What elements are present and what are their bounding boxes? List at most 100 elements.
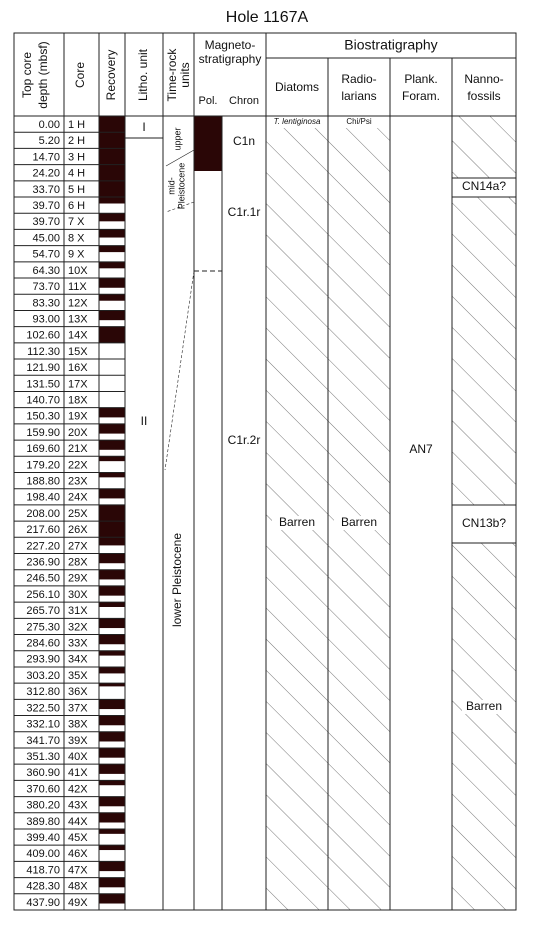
recovery-bar [99, 229, 125, 238]
recovery-bar [99, 812, 125, 823]
recovery-bar [99, 683, 125, 687]
core: 13X [68, 313, 88, 325]
core: 24X [68, 492, 88, 504]
recovery-bar [99, 602, 125, 607]
recovery-bar [99, 456, 125, 462]
header: units [178, 62, 192, 87]
depth: 428.30 [26, 881, 60, 893]
core: 43X [68, 800, 88, 812]
hatch [452, 197, 516, 505]
core: 45X [68, 832, 88, 844]
core: 10X [68, 265, 88, 277]
core: 22X [68, 459, 88, 471]
header: Pol. [199, 95, 218, 107]
recovery-bar [99, 893, 125, 904]
core: 20X [68, 427, 88, 439]
recovery-bar [99, 699, 125, 710]
core: 15X [68, 346, 88, 358]
recovery-bar [99, 650, 125, 656]
recovery-bar [99, 423, 125, 434]
core: 21X [68, 443, 88, 455]
recovery-bar [99, 553, 125, 564]
recovery-bar [99, 197, 125, 204]
recovery-bar [99, 245, 125, 253]
core: 9 X [68, 249, 85, 261]
depth: 39.70 [32, 200, 60, 212]
time-rock: Pleistocene [176, 163, 186, 210]
label-bg [268, 117, 326, 127]
time-rock: lower Pleistocene [170, 533, 184, 627]
core: 32X [68, 621, 88, 633]
recovery-bar [99, 164, 125, 181]
depth: 33.70 [32, 184, 60, 196]
depth: 409.00 [26, 848, 60, 860]
depth: 275.30 [26, 621, 60, 633]
recovery-bar [99, 504, 125, 522]
header: Foram. [402, 89, 440, 103]
core: 16X [68, 362, 88, 374]
hatch [452, 116, 516, 178]
core: 48X [68, 881, 88, 893]
header: Plank. [404, 72, 437, 86]
recovery-bar [99, 537, 125, 546]
header: Diatoms [275, 80, 319, 94]
header: Nanno- [464, 72, 503, 86]
recovery-bar [99, 180, 125, 198]
time-rock: mid- [166, 177, 176, 195]
core: 38X [68, 719, 88, 731]
recovery-bar [99, 569, 125, 580]
zone: CN14a? [462, 179, 506, 193]
depth: 140.70 [26, 394, 60, 406]
core: 29X [68, 573, 88, 585]
core: 7 X [68, 216, 85, 228]
recovery-bar [99, 148, 125, 165]
core: 33X [68, 638, 88, 650]
depth: 341.70 [26, 735, 60, 747]
core: 39X [68, 735, 88, 747]
depth: 389.80 [26, 816, 60, 828]
core: 6 H [68, 200, 85, 212]
depth: 188.80 [26, 475, 60, 487]
time-rock: upper [172, 127, 182, 150]
depth: 293.90 [26, 654, 60, 666]
depth: 83.30 [32, 297, 60, 309]
core: 37X [68, 702, 88, 714]
header: larians [341, 89, 376, 103]
header: Core [73, 62, 87, 88]
normal-polarity [194, 116, 222, 171]
recovery-bar [99, 521, 125, 538]
zone: CN13b? [462, 516, 506, 530]
zone: Chi/Psi [346, 117, 372, 126]
core: 23X [68, 475, 88, 487]
recovery-bar [99, 828, 125, 834]
barren: Barren [466, 699, 502, 713]
recovery-bar [99, 407, 125, 418]
depth: 437.90 [26, 897, 60, 909]
depth: 102.60 [26, 330, 60, 342]
header: stratigraphy [199, 52, 262, 66]
depth: 73.70 [32, 281, 60, 293]
depth: 208.00 [26, 508, 60, 520]
header: fossils [467, 89, 500, 103]
depth: 150.30 [26, 411, 60, 423]
recovery-bar [99, 132, 125, 149]
depth: 39.70 [32, 216, 60, 228]
depth: 45.00 [32, 232, 60, 244]
header: Recovery [104, 50, 118, 101]
chron: C1n [233, 134, 255, 148]
depth: 198.40 [26, 492, 60, 504]
core: 19X [68, 411, 88, 423]
core: 5 H [68, 184, 85, 196]
core: 35X [68, 670, 88, 682]
recovery-bar [99, 440, 125, 450]
header: Radio- [341, 72, 376, 86]
depth: 284.60 [26, 638, 60, 650]
litho-unit: II [141, 414, 148, 428]
chron: C1r.2r [228, 433, 261, 447]
core: 17X [68, 378, 88, 390]
depth: 265.70 [26, 605, 60, 617]
depth: 380.20 [26, 800, 60, 812]
header: Biostratigraphy [344, 37, 437, 53]
depth: 399.40 [26, 832, 60, 844]
recovery-bar [99, 472, 125, 478]
